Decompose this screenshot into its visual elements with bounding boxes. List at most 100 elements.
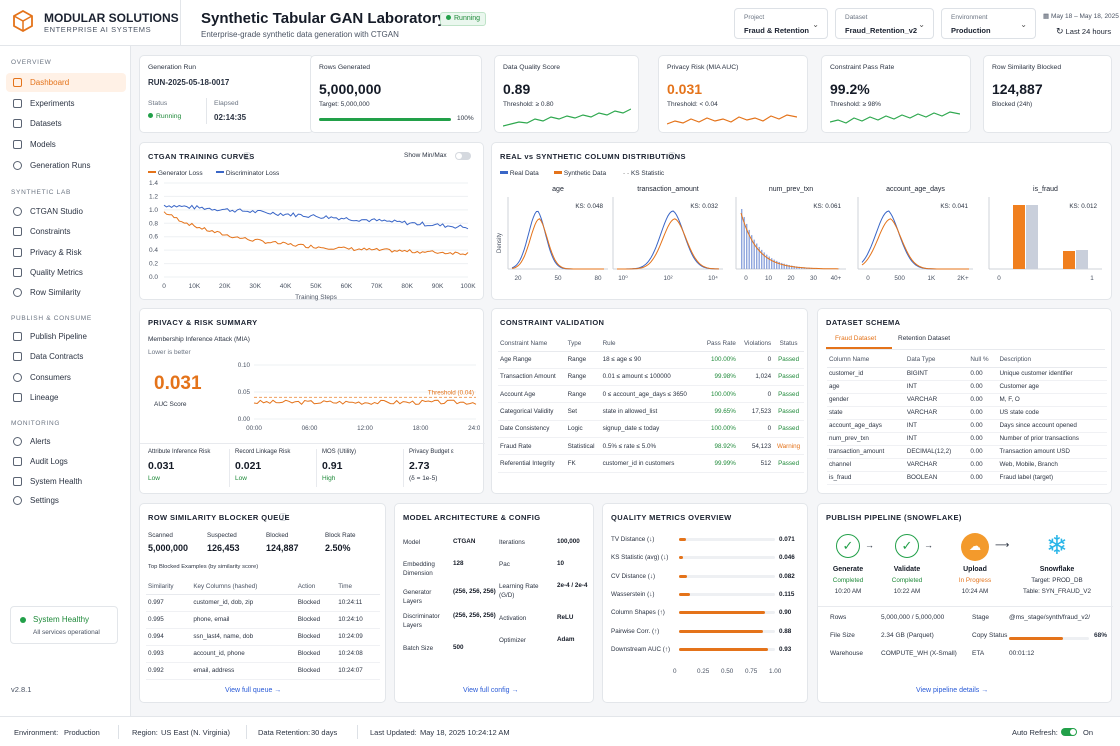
histogram-bar <box>763 252 765 269</box>
blocked-examples-table: Similarity Key Columns (hashed) Action Time… <box>146 580 380 680</box>
histogram-bar <box>791 265 793 269</box>
sidebar-item-alerts[interactable]: Alerts <box>6 432 126 451</box>
histogram-bar <box>793 266 795 269</box>
auc-value: 0.031 <box>154 373 202 394</box>
x-tick-label: 50 <box>554 275 562 282</box>
x-tick-label: 1K <box>927 275 936 282</box>
tab-retention-dataset[interactable]: Retention Dataset <box>898 335 951 342</box>
training-chart: 1.4 1.2 1.0 0.8 0.6 0.4 0.2 0.0 0 10K 20K 30K 40K 50K… <box>149 180 476 301</box>
ks-label: KS: 0.048 <box>575 203 603 210</box>
blocker-stat: Block Rate 2.50% <box>325 532 356 553</box>
show-minmax-toggle[interactable] <box>455 152 471 160</box>
sidebar-item-consumers[interactable]: Consumers <box>6 368 126 387</box>
histogram-bar <box>786 264 788 269</box>
elapsed-time: 02:14:35 <box>214 113 247 122</box>
auto-refresh-toggle[interactable] <box>1061 728 1077 736</box>
fraud-bar-real-1 <box>1076 250 1088 269</box>
histogram-bar <box>746 223 748 269</box>
table-row: channel VARCHAR 0.00 Web, Mobile, Branch <box>827 458 1107 472</box>
panel-title: num_prev_txn <box>769 186 813 193</box>
quality-metric-label: TV Distance (↓) <box>611 536 655 543</box>
table-row: state VARCHAR 0.00 US state code <box>827 406 1107 420</box>
histogram-bar <box>751 235 753 269</box>
pipeline-step-status: Completed <box>891 577 923 584</box>
pulse-icon <box>13 477 22 486</box>
sidebar-item-lineage[interactable]: Lineage <box>6 388 126 407</box>
sidebar-item-quality[interactable]: Quality Metrics <box>6 263 126 282</box>
sidebar-item-data-contracts[interactable]: Data Contracts <box>6 347 126 366</box>
x-tick-label: 60K <box>341 283 353 290</box>
date-range-label[interactable]: ▦ May 18 – May 18, 2025 <box>1043 13 1119 20</box>
quality-metric-value: 0.93 <box>779 645 792 653</box>
status-dot-icon <box>20 617 26 623</box>
quality-metric-bar <box>679 556 684 560</box>
real-density-line <box>617 210 720 270</box>
database-icon <box>13 119 22 128</box>
sidebar-item-datasets[interactable]: Datasets <box>6 114 126 133</box>
config-value: (256, 256, 256) <box>453 588 496 595</box>
play-icon <box>13 161 22 170</box>
view-full-queue-link[interactable]: View full queue → <box>225 687 282 694</box>
view-full-config-link[interactable]: View full config → <box>463 687 519 694</box>
quality-metric-value: 0.115 <box>779 590 795 598</box>
x-tick-label: 20 <box>787 275 795 282</box>
threshold-label: Threshold (0.04) <box>428 389 474 396</box>
x-tick-label: 30K <box>249 283 261 290</box>
table-row: customer_id BIGINT 0.00 Unique customer ide… <box>827 367 1107 381</box>
histogram-bar <box>788 265 790 269</box>
sidebar-item-settings[interactable]: Settings <box>6 491 126 510</box>
ks-label: KS: 0.012 <box>1069 203 1097 210</box>
quality-metric-bar <box>679 611 766 615</box>
page-title: Synthetic Tabular GAN Laboratory <box>201 10 446 27</box>
status-badge: Running <box>440 12 487 26</box>
pipeline-step-name: Upload <box>963 566 987 573</box>
table-row: 0.997 customer_id, dob, zip Blocked 10:24:1… <box>146 594 380 612</box>
project-select[interactable]: Project Fraud & Retention ⌄ <box>734 8 828 39</box>
sidebar-item-system-health[interactable]: System Health <box>6 472 126 491</box>
view-pipeline-details-link[interactable]: View pipeline details → <box>916 687 989 694</box>
sidebar-item-privacy[interactable]: Privacy & Risk <box>6 243 126 262</box>
histogram-bar <box>753 239 755 269</box>
pipeline-info-value: 2.34 GB (Parquet) <box>881 632 934 639</box>
footer-last-updated: May 18, 2025 10:24:12 AM <box>420 728 510 737</box>
dataset-select[interactable]: Dataset Fraud_Retention_v2 ⌄ <box>835 8 934 39</box>
privacy-metric: Record Linkage Risk 0.021 Low <box>229 449 317 489</box>
config-key: Learning Rate (G/D) <box>499 583 539 599</box>
y-tick-label: 1.4 <box>149 180 158 187</box>
sidebar-item-constraints[interactable]: Constraints <box>6 222 126 241</box>
config-value: (256, 256, 256) <box>453 612 496 619</box>
mia-auc-line <box>253 399 477 406</box>
run-id: RUN-2025-05-18-0017 <box>148 78 230 87</box>
arrow-right-icon: → <box>865 540 874 550</box>
table-row: age INT 0.00 Customer age <box>827 380 1107 394</box>
cube-logo-icon <box>13 10 33 32</box>
quality-metric-bar <box>679 647 769 651</box>
environment-select[interactable]: Environment Production ⌄ <box>941 8 1036 39</box>
config-value: 2e-4 / 2e-4 <box>557 582 588 589</box>
pipeline-step-time: 10:24 AM <box>961 588 989 595</box>
chevron-down-icon: ⌄ <box>812 20 819 29</box>
sidebar-item-audit-logs[interactable]: Audit Logs <box>6 452 126 471</box>
quality-metric-label: Column Shapes (↑) <box>611 609 665 617</box>
time-range[interactable]: ↻ Last 24 hours <box>1056 26 1112 36</box>
x-tick-label: 18:00 <box>413 425 429 432</box>
sidebar-item-models[interactable]: Models <box>6 135 126 154</box>
config-value: CTGAN <box>453 538 476 545</box>
layers-icon <box>13 140 22 149</box>
sidebar-item-generation-runs[interactable]: Generation Runs <box>6 156 126 175</box>
sidebar-item-publish-pipeline[interactable]: Publish Pipeline <box>6 327 126 346</box>
pipeline-step-time: 10:20 AM <box>834 588 862 595</box>
tab-fraud-dataset[interactable]: Fraud Dataset <box>835 335 877 342</box>
sidebar-item-ctgan-studio[interactable]: CTGAN Studio <box>6 202 126 221</box>
lineage-icon <box>13 393 22 402</box>
histogram-bar <box>773 259 775 269</box>
kpi-rows-generated: Rows Generated 5,000,000 Target: 5,000,0… <box>310 55 482 133</box>
sidebar-item-row-similarity[interactable]: Row Similarity <box>6 283 126 302</box>
quality-metric-value: 0.071 <box>779 536 795 543</box>
sidebar-item-dashboard[interactable]: Dashboard <box>6 73 126 92</box>
x-tick-label: 50K <box>310 283 322 290</box>
x-tick-label: 100K <box>460 283 476 290</box>
y-tick-label: 0.2 <box>149 261 158 268</box>
sidebar: OVERVIEW Dashboard Experiments Datasets … <box>0 46 131 716</box>
sidebar-item-experiments[interactable]: Experiments <box>6 94 126 113</box>
